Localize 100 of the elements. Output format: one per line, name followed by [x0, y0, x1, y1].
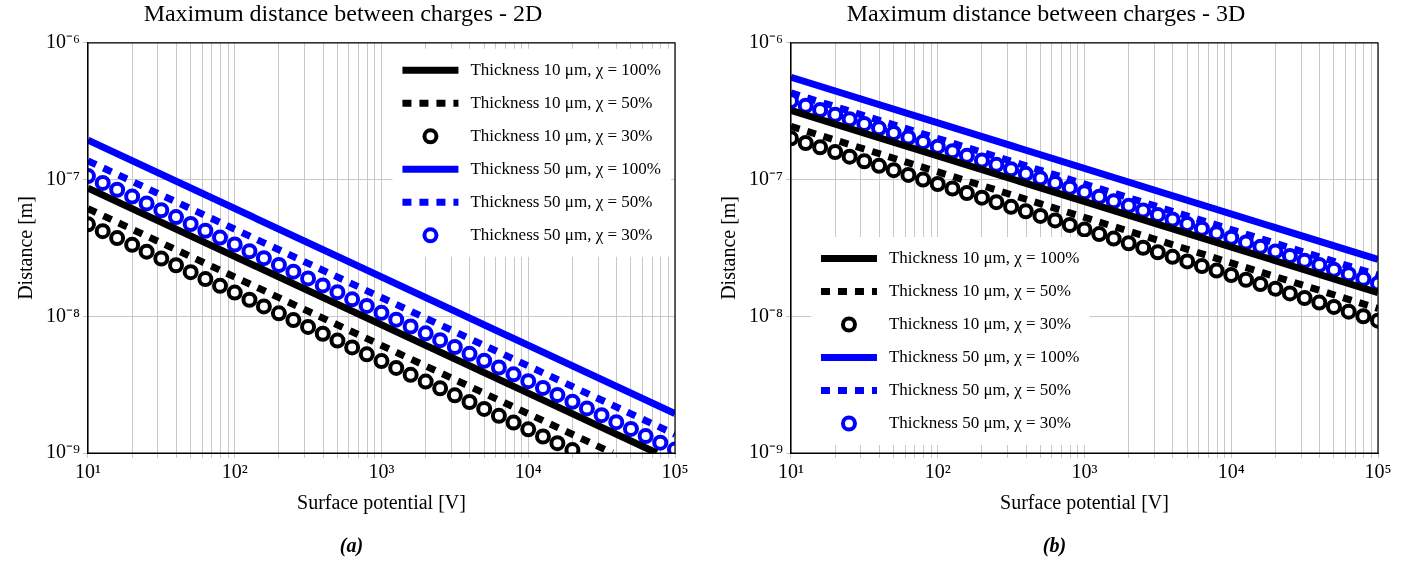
point	[1310, 294, 1327, 311]
y-tick-label: 10⁻⁸	[748, 303, 783, 326]
point	[1266, 280, 1283, 297]
point	[255, 250, 272, 267]
x-tick-label: 10⁵	[1364, 460, 1391, 483]
point	[1164, 248, 1181, 265]
y-axis-title: Distance [m]	[13, 195, 36, 300]
point	[343, 291, 360, 308]
y-tick-label: 10⁻⁷	[748, 166, 783, 189]
point	[284, 263, 301, 280]
point	[387, 311, 404, 328]
point	[314, 325, 331, 342]
point	[328, 284, 345, 301]
point	[94, 174, 111, 191]
point	[914, 171, 931, 188]
point	[958, 185, 975, 202]
point	[358, 346, 375, 363]
point	[1208, 262, 1225, 279]
point	[1002, 198, 1019, 215]
point	[461, 345, 478, 362]
point	[196, 271, 213, 288]
point	[870, 157, 887, 174]
point	[519, 421, 536, 438]
legend-label: Thickness 50 μm, χ = 100%	[888, 346, 1080, 366]
point	[987, 194, 1004, 211]
point	[314, 277, 331, 294]
point	[123, 188, 140, 205]
point	[855, 153, 872, 170]
point	[1281, 285, 1298, 302]
point	[826, 144, 843, 160]
point	[255, 298, 272, 315]
x-axis-title: Surface potential [V]	[296, 491, 466, 515]
point	[505, 414, 522, 431]
legend-label: Thickness 10 μm, χ = 50%	[888, 280, 1071, 300]
point	[1105, 230, 1122, 247]
point	[797, 135, 814, 151]
legend-label: Thickness 10 μm, χ = 50%	[469, 92, 652, 112]
x-tick-label: 10⁴	[514, 460, 542, 483]
point	[519, 373, 536, 390]
point	[1149, 206, 1166, 223]
legend-label: Thickness 50 μm, χ = 50%	[888, 379, 1071, 399]
point	[651, 434, 668, 451]
point	[108, 181, 125, 198]
point	[372, 353, 389, 370]
legend-label: Thickness 50 μm, χ = 100%	[469, 158, 661, 178]
point	[1193, 258, 1210, 275]
point	[211, 229, 228, 246]
y-tick-label: 10⁻⁸	[45, 303, 80, 326]
legend-label: Thickness 10 μm, χ = 100%	[888, 247, 1080, 267]
point	[94, 223, 111, 240]
point	[328, 332, 345, 349]
point	[417, 325, 434, 342]
point	[534, 428, 551, 445]
y-tick-label: 10⁻⁶	[748, 30, 783, 53]
text: (a)	[339, 534, 364, 557]
legend-label: Thickness 50 μm, χ = 30%	[469, 224, 652, 244]
point	[182, 264, 199, 281]
point	[182, 215, 199, 232]
chart-title: Maximum distance between charges - 2D	[143, 0, 542, 26]
point	[358, 297, 375, 314]
point	[461, 394, 478, 411]
point	[1149, 244, 1166, 261]
legend-label: Thickness 10 μm, χ = 100%	[469, 59, 661, 79]
point	[299, 270, 316, 287]
point	[885, 162, 902, 179]
x-tick-label: 10³	[367, 460, 394, 483]
point	[929, 175, 946, 192]
point	[622, 420, 639, 437]
y-tick-label: 10⁻⁹	[748, 440, 783, 463]
x-tick-label: 10³	[1070, 460, 1097, 483]
y-tick-label: 10⁻⁹	[45, 440, 80, 463]
x-tick-label: 10¹	[777, 460, 804, 483]
point	[490, 359, 507, 376]
y-tick-label: 10⁻⁶	[45, 30, 80, 53]
point	[152, 250, 169, 267]
point	[1017, 203, 1034, 220]
point	[490, 407, 507, 424]
point	[943, 180, 960, 197]
point	[387, 359, 404, 376]
point	[899, 166, 916, 183]
point	[343, 339, 360, 356]
x-tick-label: 10²	[221, 460, 248, 483]
point	[475, 400, 492, 417]
point	[1061, 217, 1078, 233]
point	[196, 222, 213, 239]
legend-label: Thickness 50 μm, χ = 30%	[888, 412, 1071, 432]
legend-label: Thickness 10 μm, χ = 30%	[469, 125, 652, 145]
point	[299, 318, 316, 335]
point	[1002, 161, 1019, 178]
chart-title: Maximum distance between charges - 3D	[846, 0, 1245, 26]
x-tick-label: 10¹	[74, 460, 101, 483]
point	[138, 243, 155, 260]
point	[548, 386, 565, 403]
point	[1281, 247, 1298, 264]
point	[593, 407, 610, 424]
x-tick-label: 10²	[924, 460, 951, 483]
point	[1046, 212, 1063, 229]
point	[548, 435, 565, 452]
point	[841, 148, 858, 165]
point	[138, 195, 155, 212]
